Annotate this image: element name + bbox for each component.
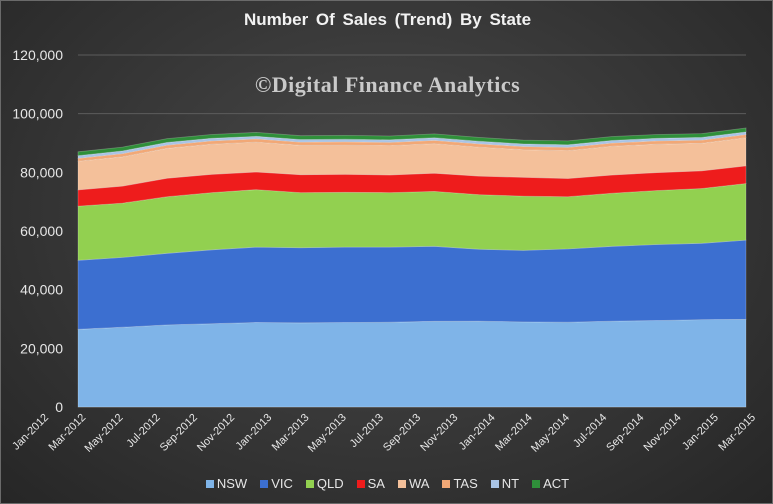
- legend-item-tas: TAS: [442, 476, 478, 491]
- x-tick-label: Nov-2013: [418, 412, 460, 454]
- chart-title: Number Of Sales (Trend) By State: [243, 10, 532, 29]
- y-tick-label: 120,000: [12, 47, 63, 63]
- x-tick-label: Nov-2014: [641, 412, 683, 454]
- x-tick-label: May-2014: [529, 412, 572, 455]
- y-tick-label: 20,000: [20, 340, 63, 356]
- x-tick-label: Sep-2012: [158, 412, 200, 454]
- x-tick-label: Jan-2013: [233, 412, 274, 453]
- legend-item-qld: QLD: [305, 476, 344, 491]
- area-act: [77, 127, 747, 157]
- area-nsw: [77, 318, 747, 408]
- y-tick-label: 0: [55, 399, 63, 415]
- legend-item-sa: SA: [356, 476, 385, 491]
- x-tick-label: Nov-2012: [195, 412, 237, 454]
- legend-swatch: [490, 479, 499, 488]
- x-tick-label: Jan-2012: [10, 412, 51, 453]
- legend-label: NSW: [216, 476, 248, 491]
- area-sa: [77, 165, 747, 207]
- legend-item-act: ACT: [532, 476, 569, 491]
- legend-item-nt: NT: [490, 476, 520, 491]
- x-tick-label: Jan-2014: [457, 412, 498, 453]
- x-axis-ticks: Jan-2012Mar-2012May-2012Jul-2012Sep-2012…: [10, 412, 758, 455]
- chart-legend: NSW VIC QLD SA WA TAS NT ACT: [1, 476, 772, 491]
- legend-label: VIC: [271, 476, 293, 491]
- legend-swatch: [356, 479, 365, 488]
- legend-label: ACT: [543, 476, 570, 491]
- legend-swatch: [532, 479, 541, 488]
- y-tick-label: 60,000: [20, 223, 63, 239]
- stacked-areas: [77, 127, 747, 408]
- legend-label: QLD: [316, 476, 344, 491]
- legend-label: NT: [501, 476, 520, 491]
- x-tick-label: May-2013: [306, 412, 349, 455]
- x-tick-label: Sep-2013: [381, 412, 423, 454]
- x-tick-label: May-2012: [82, 412, 125, 455]
- area-vic: [77, 239, 747, 330]
- legend-label: WA: [408, 476, 430, 491]
- y-axis-ticks: 0 20,000 40,000 60,000 80,000 100,000 120,000: [12, 47, 63, 415]
- x-tick-label: Mar-2015: [716, 412, 758, 454]
- legend-swatch: [442, 479, 451, 488]
- y-tick-label: 100,000: [12, 106, 63, 122]
- x-tick-label: Jul-2012: [124, 412, 162, 450]
- legend-swatch: [205, 479, 214, 488]
- legend-item-nsw: NSW: [205, 476, 248, 491]
- legend-item-wa: WA: [397, 476, 430, 491]
- legend-swatch: [305, 479, 314, 488]
- legend-label: SA: [367, 476, 385, 491]
- legend-label: TAS: [453, 476, 478, 491]
- legend-swatch: [260, 479, 269, 488]
- x-tick-label: Jul-2014: [571, 412, 609, 450]
- x-tick-label: Jul-2013: [348, 412, 386, 450]
- y-tick-label: 40,000: [20, 282, 63, 298]
- x-tick-label: Jan-2015: [680, 412, 721, 453]
- x-tick-label: Sep-2014: [604, 412, 646, 454]
- y-tick-label: 80,000: [20, 164, 63, 180]
- legend-swatch: [397, 479, 406, 488]
- legend-item-vic: VIC: [260, 476, 293, 491]
